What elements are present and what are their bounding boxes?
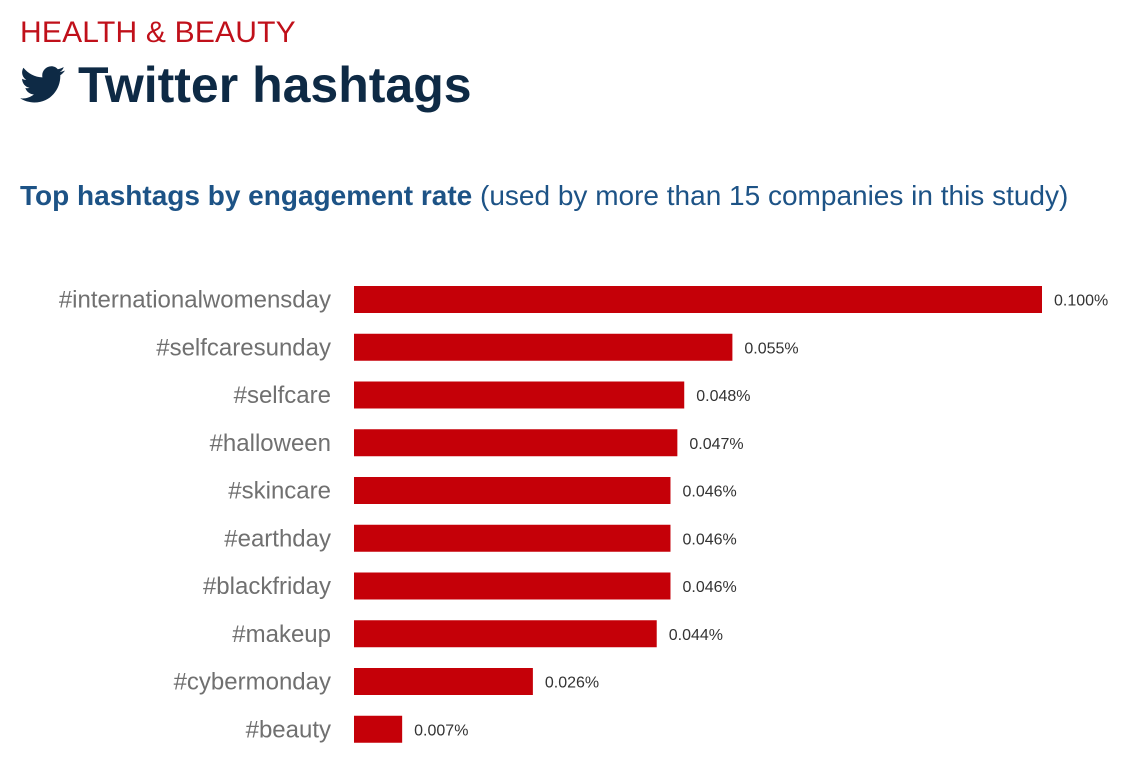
- category-tick-label: #selfcare: [234, 382, 331, 409]
- chart-subtitle: Top hashtags by engagement rate (used by…: [20, 180, 1068, 212]
- category-tick-label: #makeup: [232, 621, 331, 648]
- bar-value-label: 0.026%: [545, 675, 599, 692]
- category-tick-label: #internationalwomensday: [59, 287, 331, 314]
- chart-title: Top hashtags by engagement rate: [20, 180, 473, 211]
- bar: [354, 620, 657, 648]
- category-tick-label: #selfcaresunday: [156, 334, 331, 361]
- page-title: Twitter hashtags: [78, 57, 472, 113]
- title-row: Twitter hashtags: [20, 56, 472, 114]
- bar-value-label: 0.047%: [689, 436, 743, 453]
- bar: [354, 381, 685, 409]
- bar-value-label: 0.055%: [744, 340, 798, 357]
- category-label: HEALTH & BEAUTY: [20, 16, 296, 49]
- chart-title-note: (used by more than 15 companies in this …: [480, 180, 1069, 211]
- category-tick-label: #earthday: [224, 525, 331, 552]
- category-tick-label: #halloween: [210, 430, 331, 457]
- bar: [354, 524, 671, 552]
- bar-value-label: 0.100%: [1054, 293, 1108, 310]
- bar-value-label: 0.046%: [682, 484, 736, 501]
- category-tick-label: #skincare: [228, 478, 331, 505]
- bar-value-label: 0.048%: [696, 388, 750, 405]
- bar-value-label: 0.046%: [682, 531, 736, 548]
- category-tick-label: #beauty: [246, 716, 331, 743]
- bar: [354, 477, 671, 504]
- bar-value-label: 0.044%: [669, 627, 723, 644]
- bar: [354, 668, 533, 695]
- bar: [354, 333, 733, 361]
- category-tick-label: #cybermonday: [174, 669, 331, 696]
- bar: [354, 286, 1042, 313]
- category-tick-label: #blackfriday: [203, 573, 331, 600]
- bar-value-label: 0.046%: [682, 579, 736, 596]
- bar-value-label: 0.007%: [414, 722, 468, 739]
- bar: [354, 572, 671, 600]
- twitter-bird-icon: [20, 66, 66, 103]
- bar: [354, 715, 403, 743]
- bar: [354, 429, 678, 457]
